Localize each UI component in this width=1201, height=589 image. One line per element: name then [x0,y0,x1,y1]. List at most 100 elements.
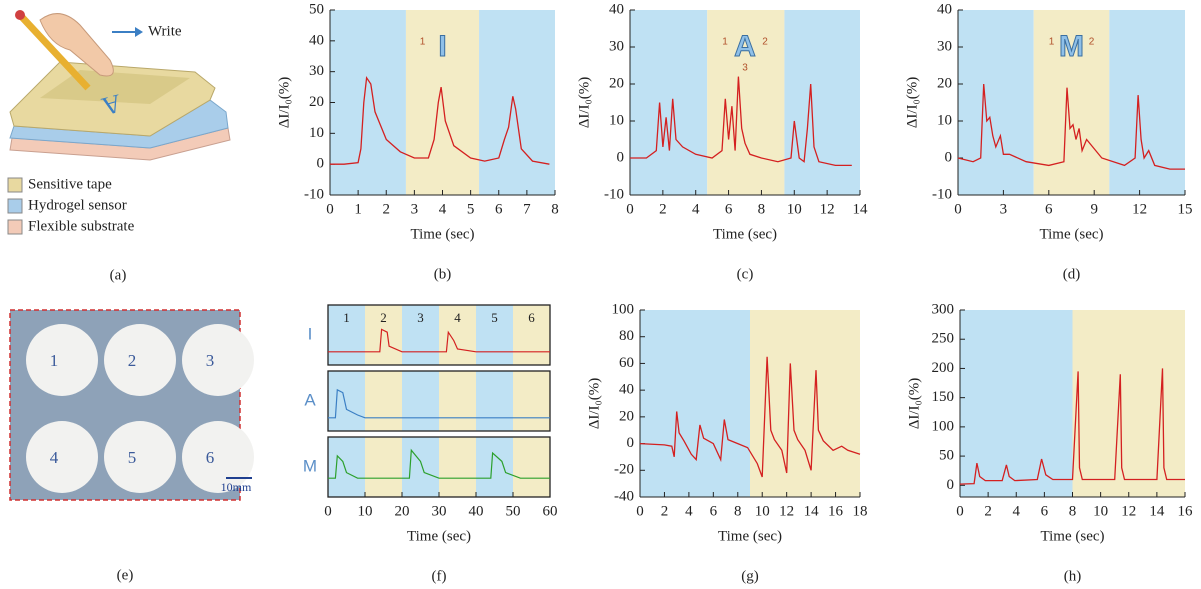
band [479,10,555,195]
y-tick-label: 40 [609,1,624,17]
y-tick-label: 0 [947,477,955,493]
x-tick-label: 6 [710,503,718,519]
panel-label: (d) [1063,266,1081,282]
y-tick-label: 20 [937,75,952,91]
sample-number: 4 [50,448,59,467]
panel-label: (a) [110,267,127,283]
x-tick-label: 8 [758,201,766,217]
y-tick-label: 250 [932,331,955,347]
row-frame [327,370,551,432]
x-tick-label: 8 [734,503,742,519]
panel-label: (h) [1064,568,1082,584]
band [330,10,406,195]
y-tick-label: 100 [612,301,635,317]
x-tick-label: 0 [956,503,964,519]
band [513,437,550,497]
band [328,371,365,431]
x-tick-label: 0 [636,503,644,519]
data-line [639,356,861,478]
x-tick-label: 14 [853,201,869,217]
sample-number: 1 [50,351,59,370]
x-tick-label: 8 [551,201,559,217]
band [750,310,860,497]
data-line [328,448,550,479]
x-tick-label: 10 [787,201,802,217]
row-frame [327,304,551,366]
y-tick-label: -20 [614,462,634,478]
band [402,437,439,497]
y-axis-label: ΔI/I₀(%) [576,77,592,129]
y-tick-label: 50 [939,448,954,464]
x-tick-label: 1 [354,201,362,217]
panel-label: (e) [117,567,134,583]
x-axis-label: Time (sec) [713,226,777,242]
x-tick-label: 6 [725,201,733,217]
y-axis-label: ΔI/I₀(%) [586,378,602,430]
x-tick-label: 2 [661,503,669,519]
x-tick-label: 9 [1090,201,1098,217]
icon-letter: M [1059,30,1084,63]
layer-swatch [7,219,23,235]
series-name: A [304,390,316,409]
x-axis-label: Time (sec) [1039,226,1103,242]
band [328,305,365,365]
band [439,371,476,431]
y-tick-label: 40 [937,1,952,17]
band [513,305,550,365]
x-tick-label: 18 [853,503,868,519]
band [784,10,860,195]
stroke-number: 1 [1049,37,1055,48]
data-line [630,76,852,167]
sample-disc [26,324,98,396]
y-tick-label: 20 [619,408,634,424]
x-tick-label: 14 [804,503,820,519]
band [1033,10,1110,195]
y-tick-label: 20 [609,75,624,91]
stroke-number: 1 [420,37,426,48]
band [365,371,402,431]
scale-label: 10mm [221,480,252,494]
y-tick-label: 0 [627,435,635,451]
sample-disc [182,421,254,493]
x-tick-label: 0 [324,503,332,519]
y-tick-label: 0 [617,149,625,165]
band [365,305,402,365]
y-tick-label: 0 [317,156,325,172]
panel-label: (c) [737,266,754,282]
series-name: I [308,324,313,343]
band [707,10,785,195]
stroke-number: 2 [1089,37,1095,48]
x-tick-label: 2 [659,201,667,217]
sample-disc [26,421,98,493]
layer-label: Flexible substrate [28,218,135,234]
x-tick-label: 14 [1149,503,1165,519]
y-tick-label: 30 [609,38,624,54]
panel-label: (g) [741,568,759,584]
x-tick-label: 12 [1132,201,1147,217]
x-tick-label: 16 [828,503,844,519]
band-label: 6 [528,310,535,325]
sample-number: 2 [128,351,137,370]
x-axis-label: Time (sec) [1040,528,1104,544]
series-name: M [303,456,317,475]
x-tick-label: 12 [820,201,835,217]
band [958,10,1034,195]
band [640,310,750,497]
icon-letter: I [438,30,446,63]
panel-a-illustration: A Write [9,10,231,161]
stroke-number: 2 [762,37,768,48]
sample-circles: 1 2 3 4 5 6 [26,324,254,493]
band [476,305,513,365]
x-tick-label: 3 [411,201,419,217]
band-label: 1 [343,310,350,325]
x-tick-label: 60 [543,503,558,519]
y-tick-label: 100 [932,418,955,434]
panel-e-photo: 1 2 3 4 5 6 10mm [9,309,254,501]
data-line [328,328,550,353]
y-tick-label: -10 [932,186,952,202]
band-label: 3 [417,310,424,325]
x-tick-label: 3 [1000,201,1008,217]
y-tick-label: 20 [309,94,324,110]
y-axis-label: ΔI/I₀(%) [906,378,922,430]
band [439,437,476,497]
